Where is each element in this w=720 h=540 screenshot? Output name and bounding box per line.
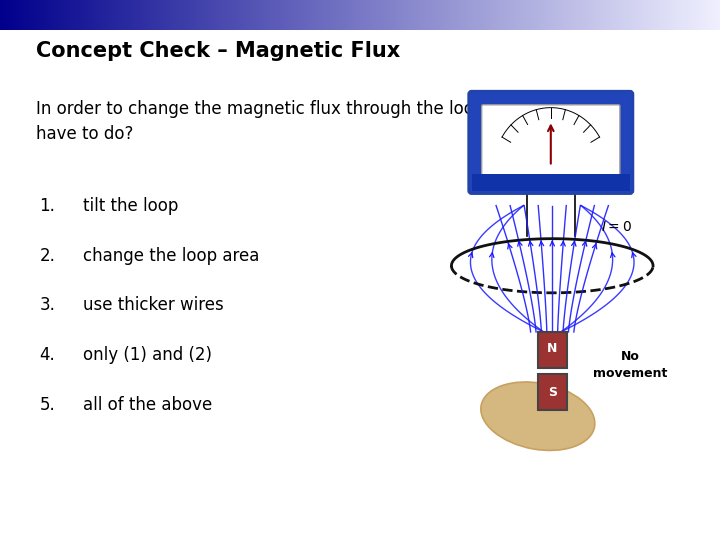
Text: No
movement: No movement bbox=[593, 350, 667, 380]
FancyBboxPatch shape bbox=[469, 91, 633, 193]
FancyBboxPatch shape bbox=[482, 105, 620, 177]
Bar bbox=[4, 0, 17, 10]
Text: all of the above: all of the above bbox=[83, 396, 212, 414]
Ellipse shape bbox=[481, 382, 595, 450]
Text: tilt the loop: tilt the loop bbox=[83, 197, 178, 215]
Text: change the loop area: change the loop area bbox=[83, 247, 259, 265]
Bar bbox=[472, 174, 630, 191]
Bar bbox=[20, 0, 33, 10]
Text: In order to change the magnetic flux through the loop, what would you
have to do: In order to change the magnetic flux thr… bbox=[36, 100, 626, 143]
Text: 1.: 1. bbox=[40, 197, 55, 215]
Text: Concept Check – Magnetic Flux: Concept Check – Magnetic Flux bbox=[36, 40, 400, 60]
Text: only (1) and (2): only (1) and (2) bbox=[83, 346, 212, 364]
Bar bbox=[20, 12, 33, 22]
Text: 4.: 4. bbox=[40, 346, 55, 364]
Bar bbox=[538, 332, 567, 368]
Text: N: N bbox=[547, 342, 557, 355]
Bar bbox=[4, 12, 17, 22]
Text: S: S bbox=[548, 386, 557, 399]
Text: 3.: 3. bbox=[40, 296, 55, 314]
Text: 5.: 5. bbox=[40, 396, 55, 414]
Text: use thicker wires: use thicker wires bbox=[83, 296, 223, 314]
Text: 2.: 2. bbox=[40, 247, 55, 265]
Bar bbox=[538, 374, 567, 410]
Text: $I = 0$: $I = 0$ bbox=[601, 220, 632, 234]
